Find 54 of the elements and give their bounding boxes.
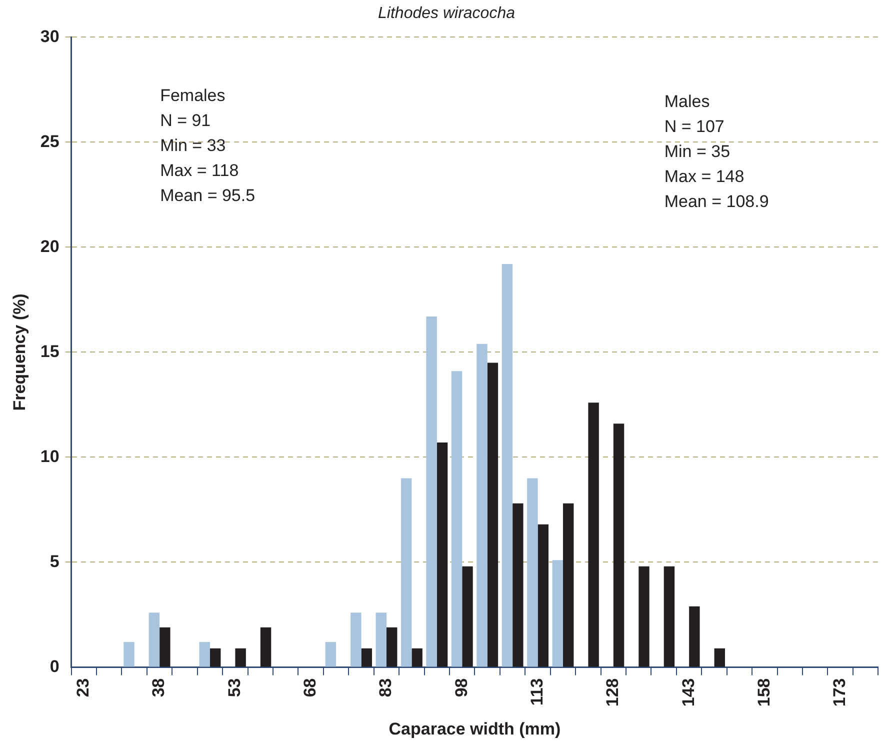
bar	[400, 478, 412, 667]
bar	[199, 642, 210, 667]
bar	[235, 648, 246, 667]
x-tick-label: 113	[527, 678, 546, 706]
bar	[325, 642, 336, 667]
bar	[260, 627, 272, 667]
bar	[350, 612, 362, 667]
x-tick-label: 38	[149, 678, 168, 698]
x-tick-label: 53	[224, 678, 244, 698]
x-tick-label: 128	[603, 678, 622, 707]
x-tick-label: 143	[678, 678, 698, 707]
bar	[689, 606, 700, 667]
y-axis-title: Frequency (%)	[10, 294, 29, 411]
bar	[502, 264, 513, 667]
bar	[512, 503, 524, 667]
chart-title: Lithodes wiracocha	[378, 5, 516, 22]
bar	[527, 478, 538, 667]
x-tick-label: 83	[376, 678, 396, 698]
bar	[426, 316, 437, 667]
x-axis-title: Caparace width (mm)	[388, 719, 561, 738]
bar	[386, 627, 398, 667]
y-tick-label: 30	[40, 26, 60, 46]
y-tick-label: 15	[40, 342, 60, 361]
bar	[638, 566, 650, 667]
x-tick-label: 173	[830, 678, 850, 707]
bar	[588, 402, 599, 667]
y-tick-label: 0	[50, 656, 60, 676]
bar	[487, 362, 498, 667]
bar	[412, 648, 422, 667]
bar	[160, 627, 170, 667]
y-tick-label: 10	[40, 446, 60, 466]
bar	[124, 642, 134, 667]
x-tick-label: 68	[300, 678, 320, 698]
bar	[538, 524, 548, 667]
bar	[148, 612, 160, 667]
bar	[361, 648, 372, 667]
bar	[436, 442, 448, 667]
y-tick-label: 5	[50, 552, 60, 571]
bar	[210, 648, 221, 667]
x-tick-label: 158	[754, 678, 774, 707]
bar	[476, 344, 488, 667]
x-tick-label: 98	[452, 678, 471, 698]
bar	[613, 424, 624, 667]
bar	[714, 648, 725, 667]
bar	[552, 560, 563, 667]
y-tick-label: 25	[40, 132, 60, 151]
y-tick-label: 20	[40, 236, 60, 256]
annotation: Males N = 107 Min = 35 Max = 148 Mean = 108.9	[664, 92, 769, 212]
bar	[376, 612, 386, 667]
x-tick-label: 23	[74, 678, 93, 698]
bar	[451, 371, 462, 667]
bar	[664, 566, 675, 667]
bar	[462, 566, 473, 667]
bar	[562, 503, 574, 667]
